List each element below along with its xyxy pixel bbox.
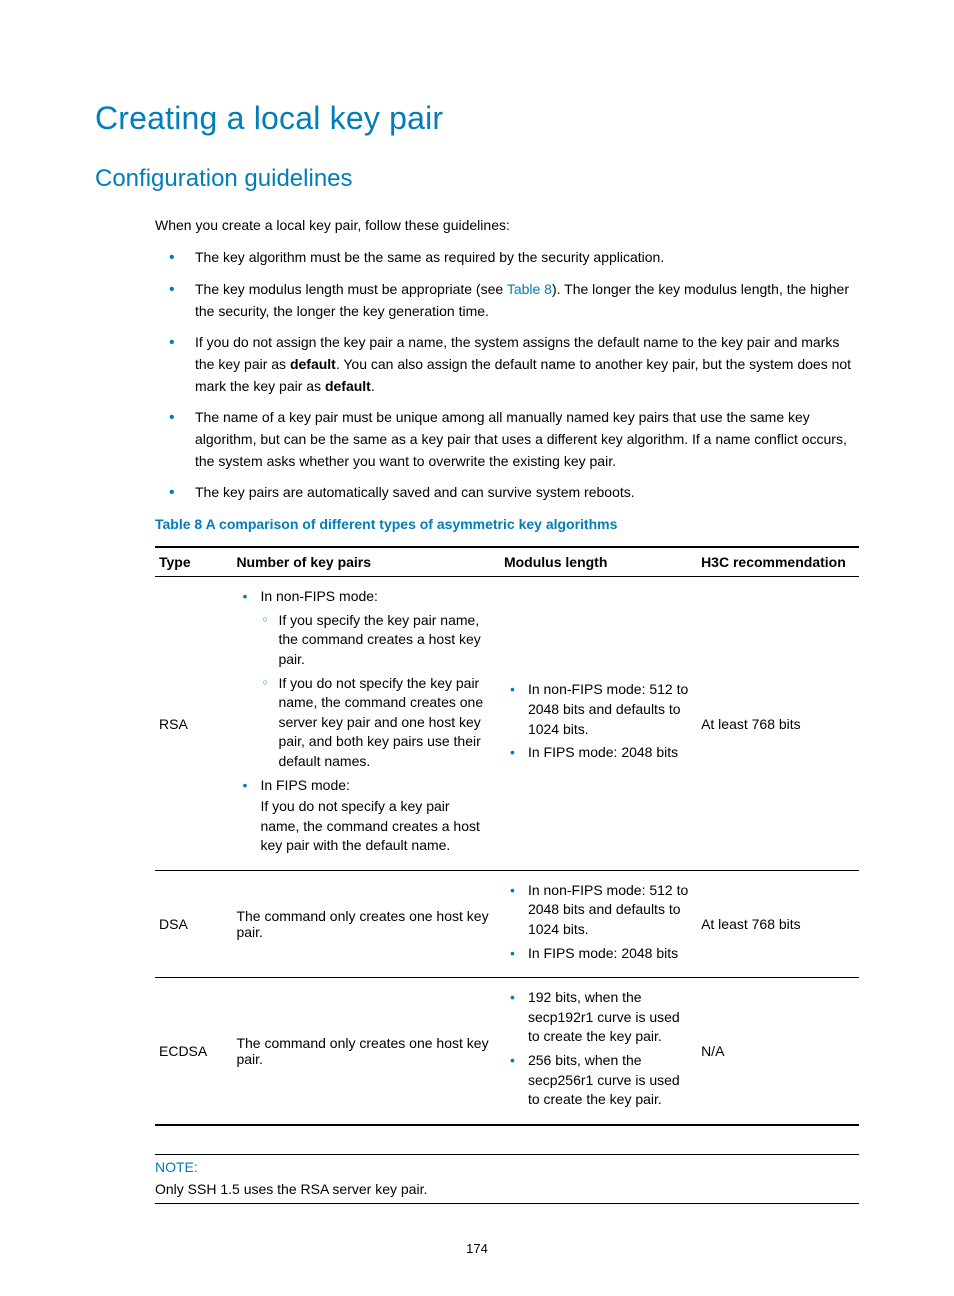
table-header-row: Type Number of key pairs Modulus length …	[155, 547, 859, 577]
modulus-cell: In non-FIPS mode: 512 to 2048 bits and d…	[500, 577, 697, 871]
heading-level-1: Creating a local key pair	[95, 100, 859, 137]
list-item: The key algorithm must be the same as re…	[195, 247, 859, 269]
document-page: Creating a local key pair Configuration …	[0, 0, 954, 1296]
cell-list-item: In FIPS mode: 2048 bits	[528, 944, 689, 964]
cell-list: In non-FIPS mode: 512 to 2048 bits and d…	[504, 881, 689, 963]
cell-list-item: In non-FIPS mode: If you specify the key…	[260, 587, 492, 771]
type-cell: RSA	[155, 577, 232, 871]
text-segment: The key modulus length must be appropria…	[195, 281, 507, 297]
cell-sublist-item: If you specify the key pair name, the co…	[278, 611, 492, 670]
cell-list-item: In non-FIPS mode: 512 to 2048 bits and d…	[528, 881, 689, 940]
pairs-cell: The command only creates one host key pa…	[232, 978, 500, 1125]
list-item: The name of a key pair must be unique am…	[195, 407, 859, 472]
recommendation-cell: At least 768 bits	[697, 577, 859, 871]
intro-paragraph: When you create a local key pair, follow…	[155, 215, 859, 235]
type-cell: ECDSA	[155, 978, 232, 1125]
table-header: Modulus length	[500, 547, 697, 577]
table-header: Type	[155, 547, 232, 577]
bold-text: default	[325, 378, 371, 394]
table-caption: Table 8 A comparison of different types …	[155, 516, 859, 532]
modulus-cell: 192 bits, when the secp192r1 curve is us…	[500, 978, 697, 1125]
cell-list: In non-FIPS mode: 512 to 2048 bits and d…	[504, 680, 689, 762]
cell-sublist: If you specify the key pair name, the co…	[260, 611, 492, 772]
cell-list-item: 256 bits, when the secp256r1 curve is us…	[528, 1051, 689, 1110]
list-item: The key modulus length must be appropria…	[195, 279, 859, 322]
table-row: RSA In non-FIPS mode: If you specify the…	[155, 577, 859, 871]
cell-list-item: In non-FIPS mode: 512 to 2048 bits and d…	[528, 680, 689, 739]
type-cell: DSA	[155, 870, 232, 977]
modulus-cell: In non-FIPS mode: 512 to 2048 bits and d…	[500, 870, 697, 977]
comparison-table: Type Number of key pairs Modulus length …	[155, 546, 859, 1126]
cell-list: 192 bits, when the secp192r1 curve is us…	[504, 988, 689, 1110]
cell-list-item: In FIPS mode: If you do not specify a ke…	[260, 776, 492, 856]
note-box: NOTE: Only SSH 1.5 uses the RSA server k…	[155, 1150, 859, 1208]
table-header: H3C recommendation	[697, 547, 859, 577]
recommendation-cell: At least 768 bits	[697, 870, 859, 977]
cell-list: In non-FIPS mode: If you specify the key…	[236, 587, 492, 856]
pairs-cell: In non-FIPS mode: If you specify the key…	[232, 577, 500, 871]
cell-list-item: 192 bits, when the secp192r1 curve is us…	[528, 988, 689, 1047]
cell-list-item: In FIPS mode: 2048 bits	[528, 743, 689, 763]
text-segment: In non-FIPS mode:	[260, 588, 378, 604]
bold-text: default	[290, 356, 336, 372]
table-row: ECDSA The command only creates one host …	[155, 978, 859, 1125]
list-item: The key pairs are automatically saved an…	[195, 482, 859, 504]
heading-level-2: Configuration guidelines	[95, 165, 859, 193]
cell-sublist-item: If you do not specify the key pair name,…	[278, 674, 492, 772]
table-row: DSA The command only creates one host ke…	[155, 870, 859, 977]
text-segment: If you do not specify a key pair name, t…	[260, 797, 492, 856]
text-segment: In FIPS mode:	[260, 777, 349, 793]
text-segment: .	[371, 378, 375, 394]
page-number: 174	[0, 1241, 954, 1256]
pairs-cell: The command only creates one host key pa…	[232, 870, 500, 977]
guidelines-list: The key algorithm must be the same as re…	[155, 247, 859, 504]
note-label: NOTE:	[155, 1154, 859, 1175]
table-header: Number of key pairs	[232, 547, 500, 577]
note-text: Only SSH 1.5 uses the RSA server key pai…	[155, 1175, 859, 1204]
table-reference-link[interactable]: Table 8	[507, 281, 552, 297]
recommendation-cell: N/A	[697, 978, 859, 1125]
list-item: If you do not assign the key pair a name…	[195, 332, 859, 397]
